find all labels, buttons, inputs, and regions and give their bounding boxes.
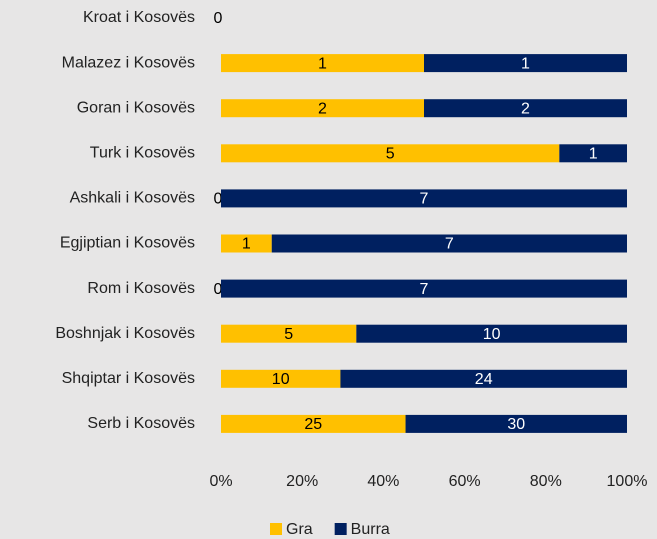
category-label: Rom i Kosovës [87, 280, 195, 297]
data-label: 0 [214, 281, 223, 298]
bar-segment [221, 189, 627, 208]
data-label: 7 [445, 236, 454, 253]
legend-label: Gra [286, 521, 313, 538]
x-tick-label: 0% [209, 473, 232, 490]
category-label: Shqiptar i Kosovës [62, 370, 195, 387]
bar-segment [221, 54, 424, 73]
data-label: 30 [507, 416, 525, 433]
bar-segment [340, 369, 627, 388]
category-label: Egjiptian i Kosovës [60, 235, 195, 252]
bar-segment [271, 234, 627, 253]
category-label: Malazez i Kosovës [62, 54, 195, 71]
data-label: 5 [386, 146, 395, 163]
data-label: 1 [242, 236, 251, 253]
data-label: 2 [318, 100, 327, 117]
legend-label: Burra [351, 521, 390, 538]
bar-segment [559, 144, 627, 163]
data-label: 10 [272, 371, 290, 388]
data-label: 0 [214, 191, 223, 208]
data-label: 1 [318, 55, 327, 72]
x-tick-label: 80% [530, 473, 562, 490]
data-label: 2 [521, 100, 530, 117]
bar-segment [221, 414, 406, 433]
bar-segment [405, 414, 627, 433]
data-label: 25 [304, 416, 322, 433]
data-label: 0 [214, 10, 223, 27]
x-tick-label: 40% [367, 473, 399, 490]
bar-segment [424, 54, 627, 73]
bar-segment [356, 324, 627, 343]
data-label: 24 [475, 371, 493, 388]
data-label: 1 [521, 55, 530, 72]
x-tick-label: 60% [449, 473, 481, 490]
legend-swatch [270, 523, 282, 535]
data-label: 10 [483, 326, 501, 343]
category-label: Kroat i Kosovës [83, 9, 195, 26]
data-label: 5 [284, 326, 293, 343]
data-label: 1 [589, 146, 598, 163]
x-tick-label: 100% [607, 473, 648, 490]
category-label: Ashkali i Kosovës [70, 190, 195, 207]
bar-segment [424, 99, 627, 118]
bar-segment [221, 99, 424, 118]
bar-segment [221, 324, 357, 343]
bar-segment [221, 234, 272, 253]
bar-segment [221, 279, 627, 298]
legend-swatch [334, 523, 347, 535]
data-label: 7 [420, 281, 429, 298]
bar-segment [221, 144, 560, 163]
category-label: Turk i Kosovës [90, 145, 195, 162]
x-tick-label: 20% [286, 473, 318, 490]
category-label: Goran i Kosovës [77, 99, 195, 116]
category-label: Boshnjak i Kosovës [55, 325, 195, 342]
data-label: 7 [420, 191, 429, 208]
bar-segment [221, 369, 341, 388]
category-label: Serb i Kosovës [87, 415, 195, 432]
